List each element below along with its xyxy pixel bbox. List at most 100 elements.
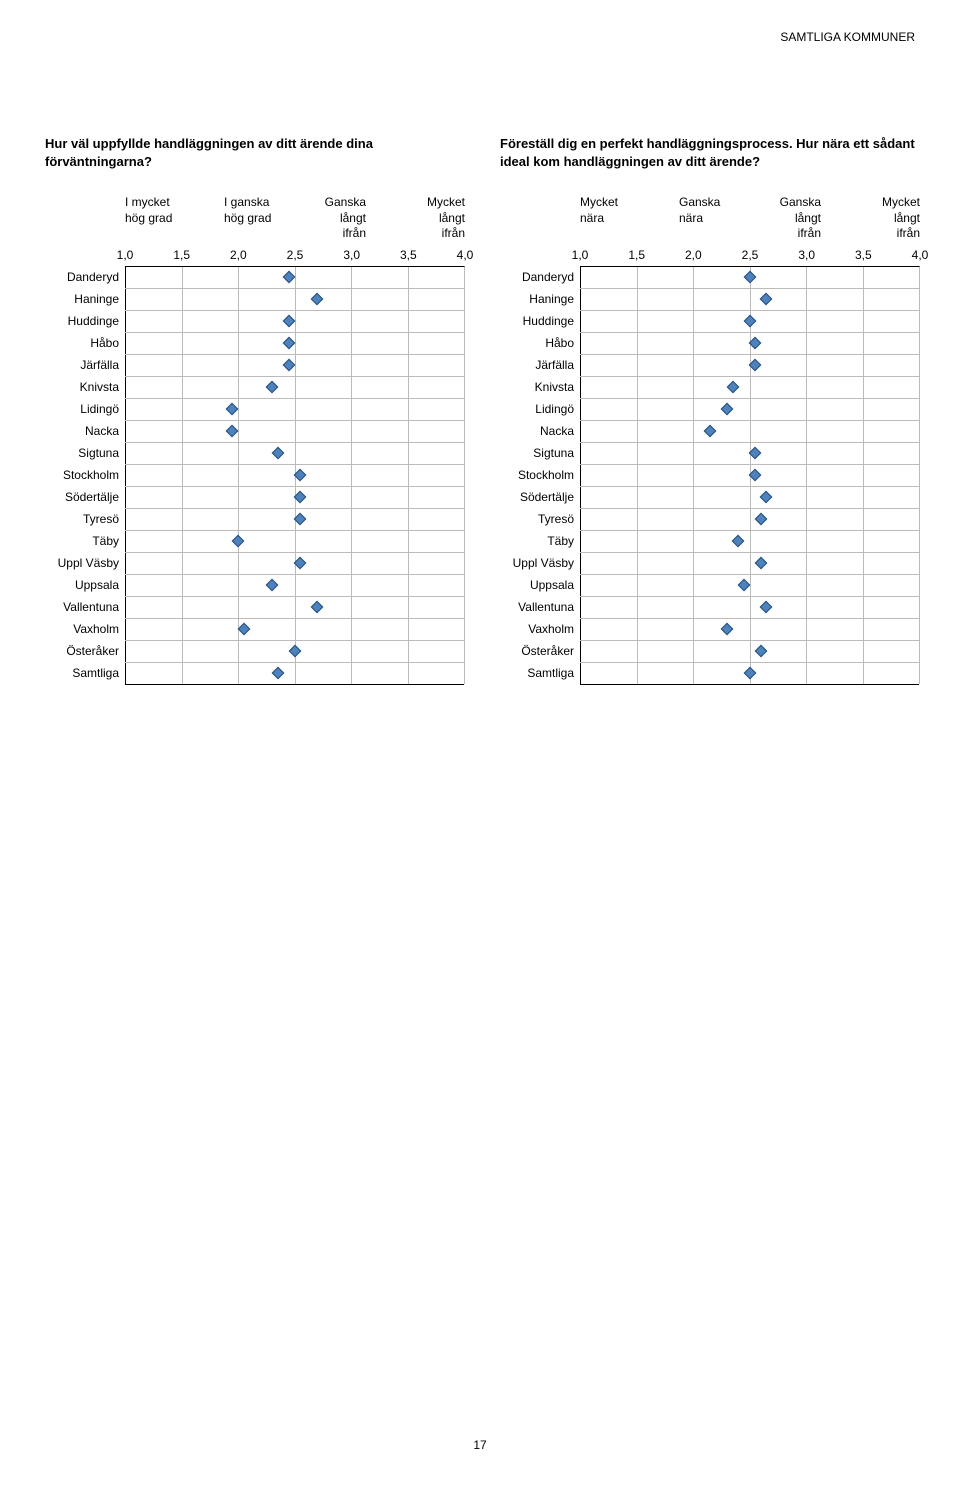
category-label: Håbo — [45, 332, 125, 354]
axis-tick-label: 4,0 — [457, 248, 474, 262]
diamond-marker — [294, 513, 307, 526]
category-label: Vaxholm — [45, 618, 125, 640]
diamond-marker — [282, 271, 295, 284]
category-label: Järfälla — [500, 354, 580, 376]
category-label: Danderyd — [45, 266, 125, 288]
plot-area — [580, 266, 920, 684]
header-right: SAMTLIGA KOMMUNER — [780, 30, 915, 44]
axis-tick-label: 2,5 — [287, 248, 304, 262]
chart-row — [125, 553, 464, 575]
diamond-marker — [760, 601, 773, 614]
diamond-marker — [754, 557, 767, 570]
category-label: Vallentuna — [45, 596, 125, 618]
plot-area — [125, 266, 465, 684]
chart-row — [580, 311, 919, 333]
category-label: Danderyd — [500, 266, 580, 288]
category-label: Sigtuna — [45, 442, 125, 464]
category-label: Södertälje — [45, 486, 125, 508]
chart-row — [580, 465, 919, 487]
diamond-marker — [721, 623, 734, 636]
chart-row — [125, 663, 464, 685]
chart-row — [580, 289, 919, 311]
chart-row — [125, 597, 464, 619]
axis-tick-label: 2,0 — [230, 248, 247, 262]
chart-row — [125, 399, 464, 421]
category-label: Uppl Väsby — [500, 552, 580, 574]
axis-tick-label: 1,0 — [117, 248, 134, 262]
diamond-marker — [282, 315, 295, 328]
category-label: Stockholm — [45, 464, 125, 486]
diamond-marker — [704, 425, 717, 438]
category-label: Haninge — [45, 288, 125, 310]
category-label: Sigtuna — [500, 442, 580, 464]
scale-label: Ganskalångtifrån — [295, 195, 380, 242]
chart-title: Hur väl uppfyllde handläggningen av ditt… — [45, 135, 465, 175]
diamond-marker — [743, 315, 756, 328]
chart-row — [125, 267, 464, 289]
category-label: Samtliga — [45, 662, 125, 684]
category-label: Lidingö — [45, 398, 125, 420]
category-label: Knivsta — [45, 376, 125, 398]
chart-row — [125, 355, 464, 377]
chart-row — [580, 487, 919, 509]
diamond-marker — [743, 667, 756, 680]
category-labels: DanderydHaningeHuddingeHåboJärfällaKnivs… — [45, 266, 125, 684]
chart-row — [580, 575, 919, 597]
chart-row — [125, 465, 464, 487]
chart-left: Hur väl uppfyllde handläggningen av ditt… — [45, 135, 465, 684]
scale-label: Ganskalångtifrån — [750, 195, 835, 242]
diamond-marker — [282, 337, 295, 350]
diamond-marker — [294, 557, 307, 570]
axis-tick-label: 1,5 — [173, 248, 190, 262]
chart-row — [580, 267, 919, 289]
category-label: Vaxholm — [500, 618, 580, 640]
category-label: Stockholm — [500, 464, 580, 486]
category-label: Knivsta — [500, 376, 580, 398]
category-label: Samtliga — [500, 662, 580, 684]
category-label: Tyresö — [45, 508, 125, 530]
diamond-marker — [311, 293, 324, 306]
axis-ticks: 1,01,52,02,53,03,54,0 — [580, 248, 920, 266]
diamond-marker — [266, 381, 279, 394]
category-label: Täby — [500, 530, 580, 552]
charts-row: Hur väl uppfyllde handläggningen av ditt… — [45, 135, 915, 684]
category-label: Lidingö — [500, 398, 580, 420]
chart-row — [580, 641, 919, 663]
category-label: Håbo — [500, 332, 580, 354]
diamond-marker — [743, 271, 756, 284]
chart-row — [580, 399, 919, 421]
chart-row — [125, 487, 464, 509]
diamond-marker — [749, 337, 762, 350]
axis-tick-label: 2,0 — [685, 248, 702, 262]
scale-label: I ganskahög grad — [210, 195, 295, 242]
scale-label: I myckethög grad — [125, 195, 210, 242]
diamond-marker — [226, 403, 239, 416]
diamond-marker — [737, 579, 750, 592]
chart-row — [125, 421, 464, 443]
axis-tick-label: 1,5 — [628, 248, 645, 262]
chart-row — [125, 443, 464, 465]
chart-row — [125, 333, 464, 355]
diamond-marker — [760, 491, 773, 504]
category-label: Huddinge — [45, 310, 125, 332]
scale-label: Mycketlångtifrån — [835, 195, 920, 242]
diamond-marker — [226, 425, 239, 438]
axis-tick-label: 3,0 — [343, 248, 360, 262]
scale-label: Mycketnära — [580, 195, 665, 242]
category-label: Täby — [45, 530, 125, 552]
category-labels: DanderydHaningeHuddingeHåboJärfällaKnivs… — [500, 266, 580, 684]
chart-row — [125, 531, 464, 553]
diamond-marker — [749, 469, 762, 482]
category-label: Huddinge — [500, 310, 580, 332]
diamond-marker — [271, 447, 284, 460]
diamond-marker — [311, 601, 324, 614]
scale-label: Ganskanära — [665, 195, 750, 242]
chart-row — [580, 597, 919, 619]
category-label: Uppsala — [45, 574, 125, 596]
chart-row — [580, 421, 919, 443]
chart-row — [580, 377, 919, 399]
diamond-marker — [749, 447, 762, 460]
chart-row — [580, 333, 919, 355]
diamond-marker — [754, 645, 767, 658]
category-label: Österåker — [45, 640, 125, 662]
